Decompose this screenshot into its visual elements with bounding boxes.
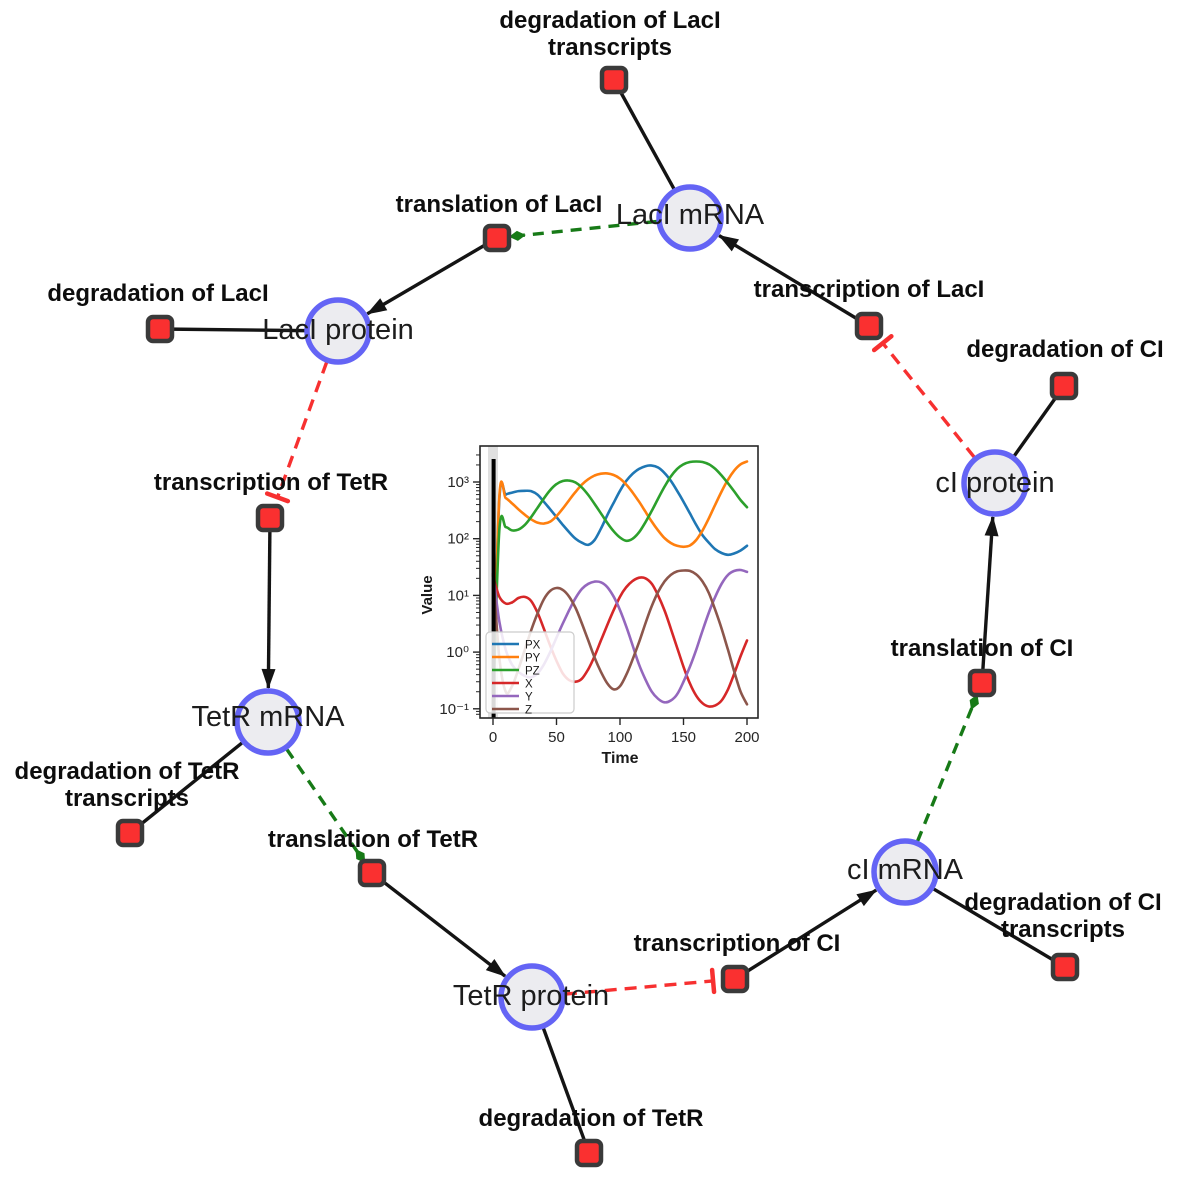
edge-consumption-tetr-mrna-to-degradation-of-tetr-transcripts	[128, 741, 244, 835]
chart-legend-label-pz: PZ	[525, 666, 540, 678]
species-label-laci-mrna: LacI mRNA	[616, 199, 765, 231]
edge-production-translation-of-tetr-to-tetr-protein	[370, 871, 507, 978]
edge-modifier-laci-mrna-to-translation-of-laci	[508, 219, 658, 241]
edge-production-transcription-of-laci-to-laci-mrna	[718, 234, 870, 328]
species-node-ci-protein	[961, 449, 1029, 517]
species-node-tetr-mrna	[234, 688, 302, 756]
chart-legend-label-z: Z	[525, 705, 532, 717]
chart-xlabel: Time	[601, 750, 638, 767]
edge-production-translation-of-ci-to-ci-protein	[980, 515, 999, 684]
reaction-node-translation-of-tetr	[357, 858, 387, 888]
chart-ytick-1: 10²	[447, 531, 469, 548]
nodes-layer	[115, 65, 1080, 1168]
reaction-node-translation-of-ci	[967, 668, 997, 698]
chart-xtick-3: 150	[671, 729, 696, 746]
reaction-node-degradation-of-laci-transcripts	[599, 65, 629, 95]
reaction-node-transcription-of-laci	[854, 311, 884, 341]
edge-consumption-tetr-protein-to-degradation-of-tetr	[541, 1027, 591, 1154]
chart-ytick-2: 10¹	[447, 587, 469, 604]
reaction-node-degradation-of-tetr	[574, 1138, 604, 1168]
reaction-label-degradation-of-tetr-transcripts: degradation of TetR transcripts	[15, 758, 240, 812]
reaction-label-transcription-of-ci: transcription of CI	[634, 930, 841, 957]
species-node-ci-mrna	[871, 838, 939, 906]
reaction-label-degradation-of-ci-transcripts: degradation of CI transcripts	[964, 889, 1161, 943]
chart-ytick-0: 10³	[447, 474, 469, 491]
edge-production-transcription-of-ci-to-ci-mrna	[734, 888, 878, 981]
chart-series-x	[491, 574, 749, 708]
chart-series-z	[491, 569, 749, 706]
reaction-label-degradation-of-laci-transcripts: degradation of LacI transcripts	[499, 7, 720, 61]
chart-legend-label-y: Y	[525, 692, 533, 704]
edge-inhibition-laci-protein-to-transcription-of-tetr	[264, 361, 329, 504]
species-label-ci-mrna: cI mRNA	[847, 854, 964, 886]
chart-legend-label-py: PY	[525, 653, 541, 665]
labels-layer: degradation of LacI transcripts translatio…	[15, 7, 1164, 1132]
edge-modifier-ci-mrna-to-translation-of-ci	[915, 694, 979, 843]
reaction-node-degradation-of-tetr-transcripts	[115, 818, 145, 848]
species-label-tetr-protein: TetR protein	[453, 980, 609, 1012]
chart-tick-labels: 10³ 10² 10¹ 10⁰ 10⁻¹ 0 50 100 150 200	[439, 474, 759, 746]
edge-inhibition-ci-protein-to-transcription-of-laci	[871, 334, 976, 459]
reaction-label-translation-of-ci: translation of CI	[891, 635, 1074, 662]
reaction-node-transcription-of-tetr	[255, 503, 285, 533]
reaction-node-translation-of-laci	[482, 223, 512, 253]
reaction-node-transcription-of-ci	[720, 964, 750, 994]
reaction-label-transcription-of-laci: transcription of LacI	[754, 276, 985, 303]
edge-consumption-laci-mrna-to-degradation-of-laci-transcripts	[612, 79, 676, 190]
chart-xtick-1: 50	[548, 729, 565, 746]
edge-inhibition-tetr-protein-to-transcription-of-ci	[564, 967, 717, 996]
chart-ticks	[473, 454, 748, 725]
chart-legend-box	[485, 631, 575, 714]
edge-production-translation-of-laci-to-laci-protein	[366, 236, 498, 316]
edge-consumption-laci-protein-to-degradation-of-laci	[159, 327, 306, 333]
chart-xtick-2: 100	[607, 729, 632, 746]
species-node-laci-mrna	[656, 184, 724, 252]
edge-production-transcription-of-tetr-to-tetr-mrna	[261, 517, 276, 690]
species-label-tetr-mrna: TetR mRNA	[191, 701, 345, 733]
chart-ytick-4: 10⁻¹	[439, 701, 469, 718]
reaction-node-degradation-of-ci-transcripts	[1050, 952, 1080, 982]
chart-xtick-0: 0	[489, 729, 497, 746]
chart-legend-label-x: X	[525, 679, 533, 691]
edge-modifier-tetr-mrna-to-translation-of-tetr	[285, 748, 367, 864]
chart-ylabel: Value	[419, 575, 436, 614]
species-node-laci-protein	[304, 297, 372, 365]
reaction-node-degradation-of-laci	[145, 314, 175, 344]
reaction-label-translation-of-laci: translation of LacI	[396, 191, 603, 218]
species-label-laci-protein: LacI protein	[262, 314, 414, 346]
edge-consumption-ci-mrna-to-degradation-of-ci-transcripts	[932, 887, 1066, 969]
edges-layer	[128, 79, 1066, 1154]
chart-legend-label-px: PX	[525, 640, 541, 652]
reaction-label-degradation-of-laci: degradation of LacI	[47, 280, 268, 307]
species-node-tetr-protein	[498, 963, 566, 1031]
chart-series-pz	[491, 460, 749, 711]
reaction-label-transcription-of-tetr: transcription of TetR	[154, 469, 388, 496]
species-label-ci-protein: cI protein	[935, 467, 1054, 499]
chart-axes-box	[479, 445, 759, 719]
chart-ytick-3: 10⁰	[446, 644, 469, 661]
chart-xtick-4: 200	[734, 729, 759, 746]
reaction-label-degradation-of-tetr: degradation of TetR	[479, 1105, 704, 1132]
reaction-label-translation-of-tetr: translation of TetR	[268, 826, 478, 853]
chart-series-px	[491, 464, 749, 711]
reaction-label-degradation-of-ci: degradation of CI	[966, 336, 1163, 363]
reaction-node-degradation-of-ci	[1049, 371, 1079, 401]
